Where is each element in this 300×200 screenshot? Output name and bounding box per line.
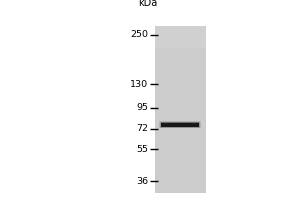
Bar [154, 26, 206, 48]
Bar [159, 121, 201, 128]
Text: 130: 130 [130, 80, 148, 89]
Bar [161, 123, 199, 127]
Text: 55: 55 [136, 145, 148, 154]
Text: 250: 250 [130, 30, 148, 39]
Text: 95: 95 [136, 103, 148, 112]
Text: 36: 36 [136, 177, 148, 186]
Text: kDa: kDa [138, 0, 157, 8]
Bar [154, 26, 206, 193]
Bar [160, 122, 200, 127]
Bar [160, 122, 200, 128]
Text: 72: 72 [136, 124, 148, 133]
